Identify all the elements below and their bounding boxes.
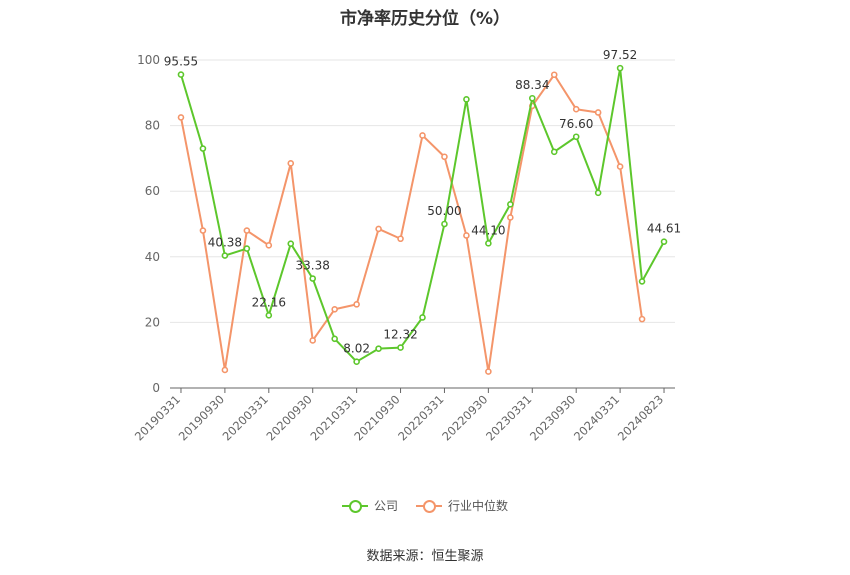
- x-tick-label: 20240823: [615, 392, 666, 443]
- data-point-industry-median: [616, 163, 624, 170]
- data-point-company: [419, 314, 426, 321]
- data-label: 95.55: [164, 55, 198, 69]
- data-point-company: [441, 220, 448, 228]
- data-point-company: [594, 189, 602, 197]
- data-point-industry-median: [638, 315, 646, 323]
- legend-swatch-industry-median: [416, 499, 442, 513]
- data-point-industry-median: [397, 235, 404, 243]
- data-label: 22.16: [252, 295, 286, 309]
- data-label: 76.60: [559, 117, 593, 131]
- data-point-company: [638, 278, 646, 285]
- x-tick-label: 20200331: [220, 392, 271, 443]
- data-point-company: [572, 133, 580, 141]
- data-label: 12.32: [383, 328, 417, 342]
- x-tick-label: 20190930: [176, 392, 227, 443]
- data-point-industry-median: [594, 109, 602, 116]
- data-point-company: [507, 201, 514, 208]
- data-point-industry-median: [221, 366, 229, 374]
- data-label: 44.10: [471, 223, 505, 237]
- data-point-company: [660, 238, 668, 245]
- data-label: 88.34: [515, 78, 549, 92]
- x-tick-label: 20220930: [439, 392, 490, 443]
- x-tick-label: 20210331: [307, 392, 358, 443]
- data-point-industry-median: [375, 225, 382, 233]
- data-point-company: [265, 312, 273, 319]
- data-label: 40.38: [208, 236, 242, 250]
- data-label: 50.00: [427, 204, 461, 218]
- data-point-industry-median: [331, 305, 338, 313]
- data-point-company: [331, 335, 338, 343]
- y-tick-label: 100: [137, 53, 160, 67]
- x-tick-label: 20230331: [483, 392, 534, 443]
- data-point-company: [221, 252, 229, 259]
- data-point-industry-median: [177, 114, 185, 121]
- data-point-industry-median: [243, 227, 251, 234]
- legend-item-industry-median[interactable]: 行业中位数: [416, 497, 508, 514]
- data-point-company: [353, 358, 360, 365]
- data-point-company: [243, 245, 251, 252]
- legend-item-company[interactable]: 公司: [341, 497, 398, 514]
- legend-label-company: 公司: [373, 499, 398, 513]
- data-point-industry-median: [353, 301, 360, 308]
- data-point-industry-median: [199, 227, 207, 234]
- data-point-industry-median: [287, 160, 295, 167]
- x-tick-label: 20200930: [264, 392, 315, 443]
- data-point-company: [375, 345, 382, 352]
- x-tick-label: 20220331: [395, 392, 446, 443]
- x-tick-label: 20210930: [351, 392, 402, 443]
- data-point-industry-median: [463, 232, 470, 239]
- data-point-industry-median: [550, 71, 558, 79]
- data-point-company: [463, 96, 470, 103]
- chart-title: 市净率历史分位（%）: [339, 9, 511, 29]
- data-point-industry-median: [572, 105, 580, 113]
- data-label: 8.02: [343, 342, 370, 356]
- y-tick-label: 40: [145, 250, 160, 264]
- y-tick-label: 20: [145, 315, 160, 329]
- data-point-company: [309, 275, 317, 282]
- data-source-note: 数据来源：恒生聚源: [366, 549, 484, 564]
- data-point-industry-median: [507, 214, 514, 221]
- data-label: 33.38: [296, 259, 330, 273]
- data-point-industry-median: [309, 337, 317, 344]
- data-point-company: [397, 344, 404, 351]
- y-tick-label: 80: [145, 119, 160, 133]
- data-point-company: [287, 240, 295, 247]
- data-label: 97.52: [603, 48, 637, 62]
- y-tick-label: 60: [145, 184, 160, 198]
- x-tick-label: 20230930: [527, 392, 578, 443]
- y-tick-label: 0: [152, 381, 160, 395]
- legend-label-industry-median: 行业中位数: [448, 499, 509, 513]
- legend-swatch-company: [341, 499, 368, 513]
- x-tick-label: 20190331: [132, 392, 183, 443]
- data-point-company: [177, 71, 185, 78]
- data-point-company: [485, 240, 492, 247]
- legend: 公司 行业中位数: [0, 497, 850, 514]
- data-point-company: [199, 145, 207, 152]
- data-point-company: [528, 94, 536, 102]
- data-point-industry-median: [441, 153, 448, 161]
- data-label: 44.61: [647, 222, 681, 236]
- data-point-company: [616, 64, 624, 72]
- data-point-industry-median: [265, 242, 273, 249]
- series-line-industry-median: [179, 73, 644, 373]
- data-point-industry-median: [485, 368, 492, 375]
- x-tick-label: 20240331: [571, 392, 622, 443]
- data-point-industry-median: [419, 132, 426, 139]
- data-point-company: [550, 148, 558, 156]
